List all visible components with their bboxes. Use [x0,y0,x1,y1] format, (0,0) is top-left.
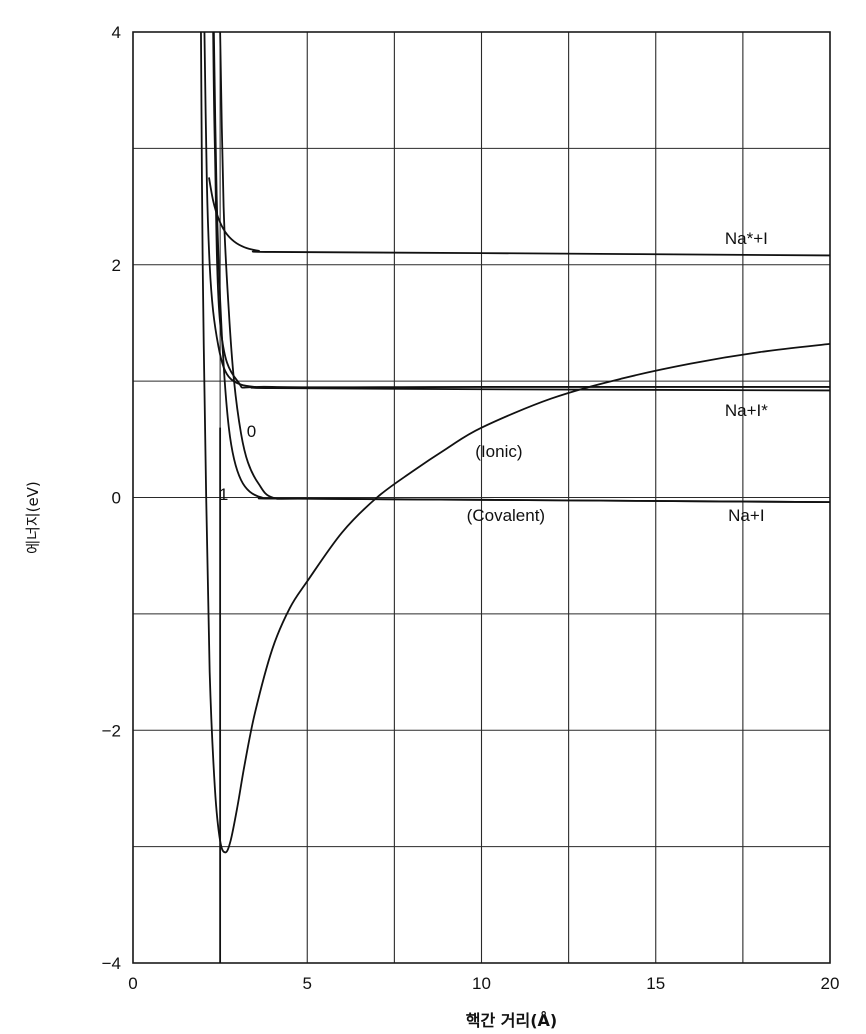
series-line-2 [219,32,830,504]
x-tick-label: 0 [128,974,137,993]
x-tick-label: 5 [303,974,312,993]
series-line-1 [200,32,830,854]
y-tick-label: −4 [102,954,121,973]
annotation-label: (Ionic) [475,442,522,461]
series-line-4 [203,32,830,392]
annotations: Na*+I Na+I* Na+I (Ionic) (Covalent) 0 1 [219,229,768,525]
annotation-label: Na*+I [725,229,768,248]
series-line-5 [212,32,830,389]
annotation-label: 0 [247,422,256,441]
series-line-3 [212,32,830,504]
x-tick-label: 15 [646,974,665,993]
annotation-label: Na+I [728,506,764,525]
annotation-label: 1 [219,485,228,504]
y-tick-label: 2 [112,256,121,275]
y-tick-label: −2 [102,721,121,740]
x-tick-label: 10 [472,974,491,993]
plot-frame [132,31,831,964]
y-tick-label: 4 [112,23,121,42]
curves [200,32,830,963]
x-axis-label: 핵간 거리(Å) [466,1011,557,1030]
x-tick-label: 20 [821,974,840,993]
grid [132,31,831,964]
y-axis-label: 에너지(eV) [24,481,42,554]
y-tick-label: 0 [112,489,121,508]
series-line-6 [208,177,830,257]
annotation-label: Na+I* [725,401,768,420]
annotation-label: (Covalent) [467,506,545,525]
